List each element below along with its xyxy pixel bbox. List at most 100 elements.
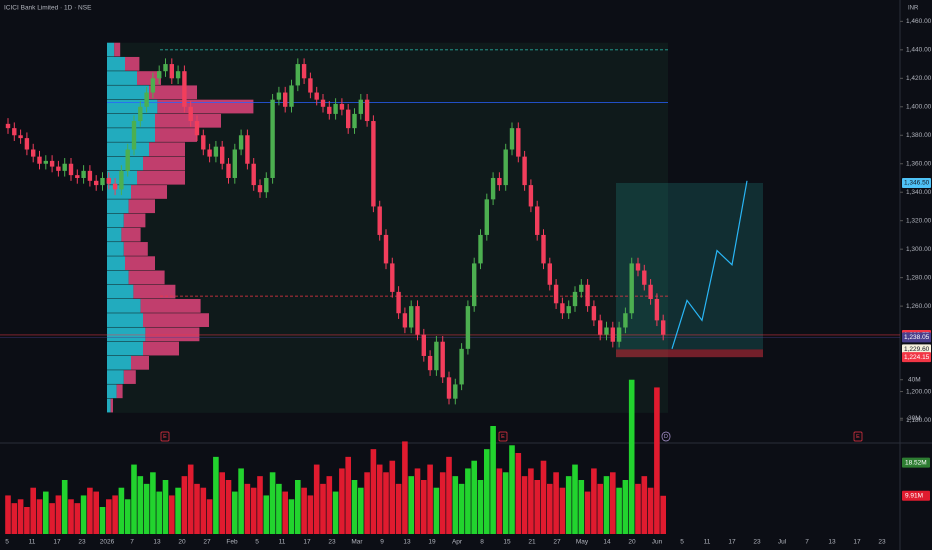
volume-bar: [181, 476, 188, 534]
x-tick-label: 23: [753, 539, 761, 546]
candle-body: [535, 206, 540, 235]
x-tick-label: Feb: [226, 539, 238, 546]
profile-up: [107, 370, 124, 384]
volume-bar: [477, 480, 484, 534]
profile-down: [157, 99, 254, 114]
x-tick-label: 23: [328, 539, 336, 546]
candle-body: [371, 121, 376, 207]
candle-body: [629, 263, 634, 314]
volume-bar: [389, 460, 396, 534]
candle-body: [131, 121, 137, 150]
candle-body: [194, 121, 200, 136]
volume-label: 18.52M: [905, 459, 927, 466]
candle-body: [163, 64, 168, 72]
volume-bar: [24, 507, 30, 534]
candle-body: [251, 163, 256, 186]
volume-bar: [553, 472, 559, 534]
profile-down: [125, 256, 155, 271]
candle-body: [635, 263, 641, 271]
candle-body: [484, 199, 489, 235]
x-tick-label: 20: [178, 539, 186, 546]
volume-bar: [565, 476, 572, 534]
volume-bar: [521, 476, 528, 534]
x-tick-label: 5: [680, 539, 684, 546]
volume-bar: [603, 476, 610, 534]
volume-bar: [87, 487, 93, 534]
x-tick-label: 8: [480, 539, 484, 546]
profile-down: [143, 313, 209, 327]
x-tick-label: May: [576, 539, 589, 546]
volume-bar: [206, 499, 213, 534]
profile-up: [107, 384, 117, 399]
volume-bar: [339, 468, 345, 534]
candle-body: [68, 163, 74, 176]
candle-body: [125, 149, 130, 171]
volume-bar: [150, 472, 156, 534]
volume-bar: [351, 480, 358, 534]
profile-down: [133, 284, 176, 299]
volume-bar: [238, 468, 244, 534]
profile-up: [107, 398, 111, 413]
x-tick-label: Apr: [452, 539, 463, 546]
x-tick-label: 19: [428, 539, 436, 546]
volume-bar: [540, 460, 547, 534]
volume-bar: [118, 487, 125, 534]
candle-body: [289, 85, 294, 107]
price-label: 1,229.60: [904, 346, 930, 353]
profile-down: [131, 355, 149, 370]
volume-bar: [647, 487, 654, 534]
volume-bar: [395, 483, 402, 534]
candle-body: [232, 149, 237, 178]
profile-up: [107, 270, 129, 285]
y-tick-label: 1,180.00: [906, 417, 932, 424]
volume-bar: [427, 464, 433, 534]
candle-body: [24, 138, 30, 150]
volume-bar: [106, 499, 112, 534]
volume-bar: [276, 483, 282, 534]
candle-body: [415, 306, 420, 335]
y-tick-label: 1,260.00: [906, 303, 932, 310]
y-tick-label: 1,440.00: [906, 47, 932, 54]
profile-down: [155, 128, 197, 142]
profile-down: [110, 398, 113, 413]
candle-body: [553, 284, 559, 304]
x-tick-label: 11: [279, 539, 286, 546]
volume-bar: [301, 487, 307, 534]
event-marker: [853, 431, 863, 442]
x-tick-label: Jun: [652, 539, 663, 546]
candle-body: [472, 263, 477, 307]
profile-up: [107, 185, 131, 199]
x-tick-label: 14: [603, 539, 611, 546]
volume-bar: [99, 507, 106, 534]
volume-bar: [591, 468, 597, 534]
candle-body: [112, 183, 118, 190]
volume-bar: [370, 449, 377, 534]
volume-bar: [433, 487, 440, 534]
volume-bar: [194, 483, 200, 534]
candle-body: [585, 284, 590, 307]
profile-up: [107, 199, 129, 214]
volume-bar: [439, 472, 446, 534]
volume-bar: [414, 468, 421, 534]
event-label: E: [163, 434, 167, 440]
x-tick-label: 17: [853, 539, 861, 546]
volume-bar: [93, 491, 99, 534]
volume-bar: [313, 464, 320, 534]
candle-body: [572, 291, 578, 307]
profile-down: [128, 270, 165, 285]
candle-body: [591, 306, 597, 321]
candle-body: [314, 92, 319, 100]
candle-body: [364, 99, 370, 122]
currency: INR: [908, 6, 919, 12]
candle-body: [18, 135, 23, 139]
profile-up: [107, 213, 124, 228]
candle-body: [81, 170, 86, 178]
volume-bar: [295, 480, 301, 534]
candle-body: [182, 71, 187, 107]
profile-up: [107, 341, 143, 356]
volume-bar: [364, 472, 370, 534]
candle-body: [226, 163, 231, 178]
candle-body: [339, 103, 345, 110]
profile-down: [114, 42, 121, 57]
